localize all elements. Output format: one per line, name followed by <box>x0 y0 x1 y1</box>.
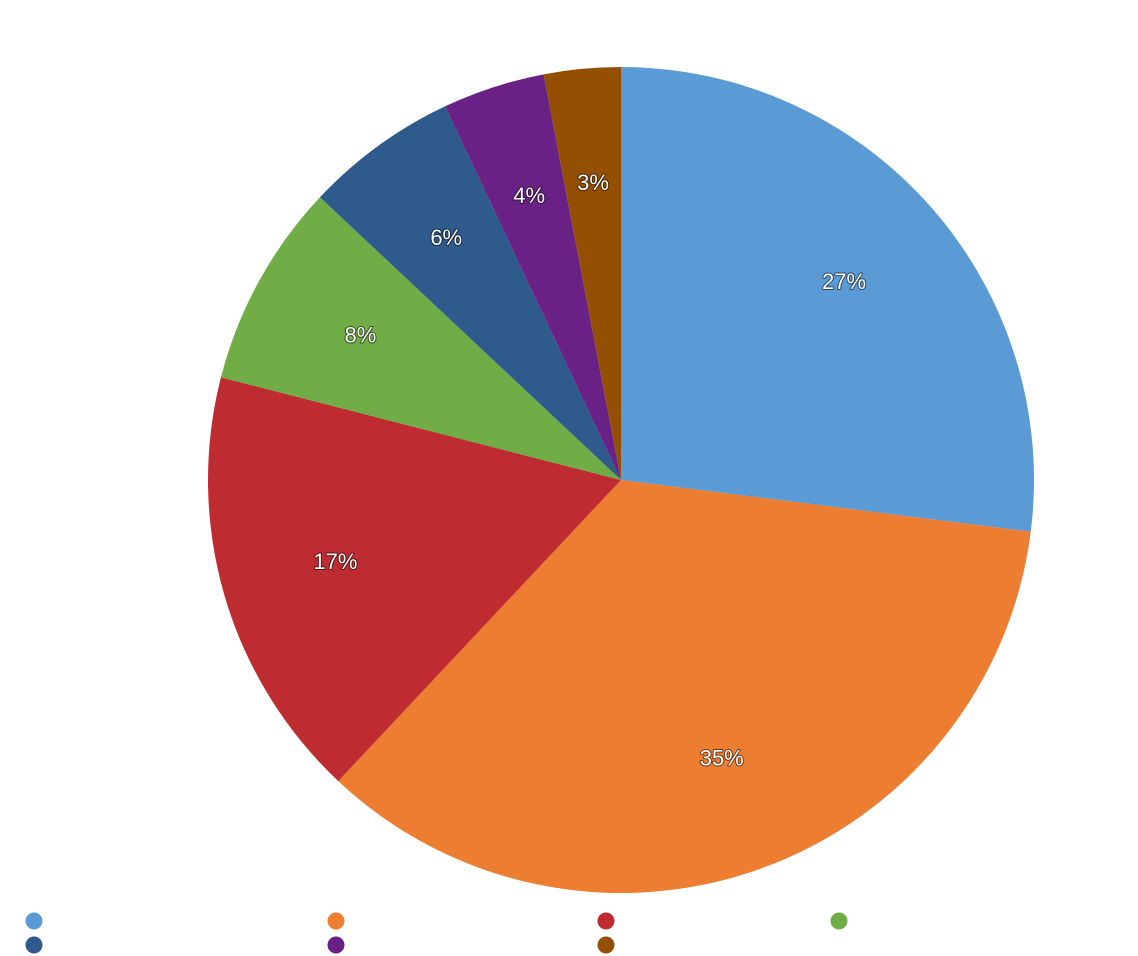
pie-slice-7 <box>543 67 621 480</box>
legend-item-1 <box>25 912 43 930</box>
pie-slice-1 <box>621 67 1034 532</box>
slice-data-label-4: 8% <box>345 323 377 348</box>
pie-slice-6 <box>445 74 621 480</box>
pie-slice-4 <box>220 197 621 480</box>
legend-item-4 <box>830 912 848 930</box>
legend-item-5 <box>25 936 43 954</box>
legend-swatch-1 <box>25 912 43 930</box>
legend-item-2 <box>327 912 345 930</box>
legend-item-6 <box>327 936 345 954</box>
legend-swatch-5 <box>25 936 43 954</box>
slice-data-label-5: 6% <box>430 225 462 250</box>
slice-data-label-3: 17% <box>313 549 357 574</box>
legend-swatch-7 <box>597 936 615 954</box>
legend-item-7 <box>597 936 615 954</box>
pie-slices <box>208 67 1034 894</box>
legend-swatch-3 <box>597 912 615 930</box>
pie-data-labels: 27% 35% 17% 8% 6% 4% 3% <box>312 169 867 772</box>
slice-data-label-7: 3% <box>577 170 609 195</box>
pie-slice-3 <box>208 377 622 782</box>
legend-swatch-2 <box>327 912 345 930</box>
slice-data-label-6: 4% <box>513 183 545 208</box>
slice-data-label-1: 27% <box>822 269 866 294</box>
legend-swatch-4 <box>830 912 848 930</box>
pie-slice-2 <box>338 480 1031 894</box>
legend <box>25 912 848 954</box>
legend-swatch-6 <box>327 936 345 954</box>
legend-item-3 <box>597 912 615 930</box>
pie-slice-5 <box>319 106 621 480</box>
slice-data-label-2: 35% <box>700 746 744 771</box>
